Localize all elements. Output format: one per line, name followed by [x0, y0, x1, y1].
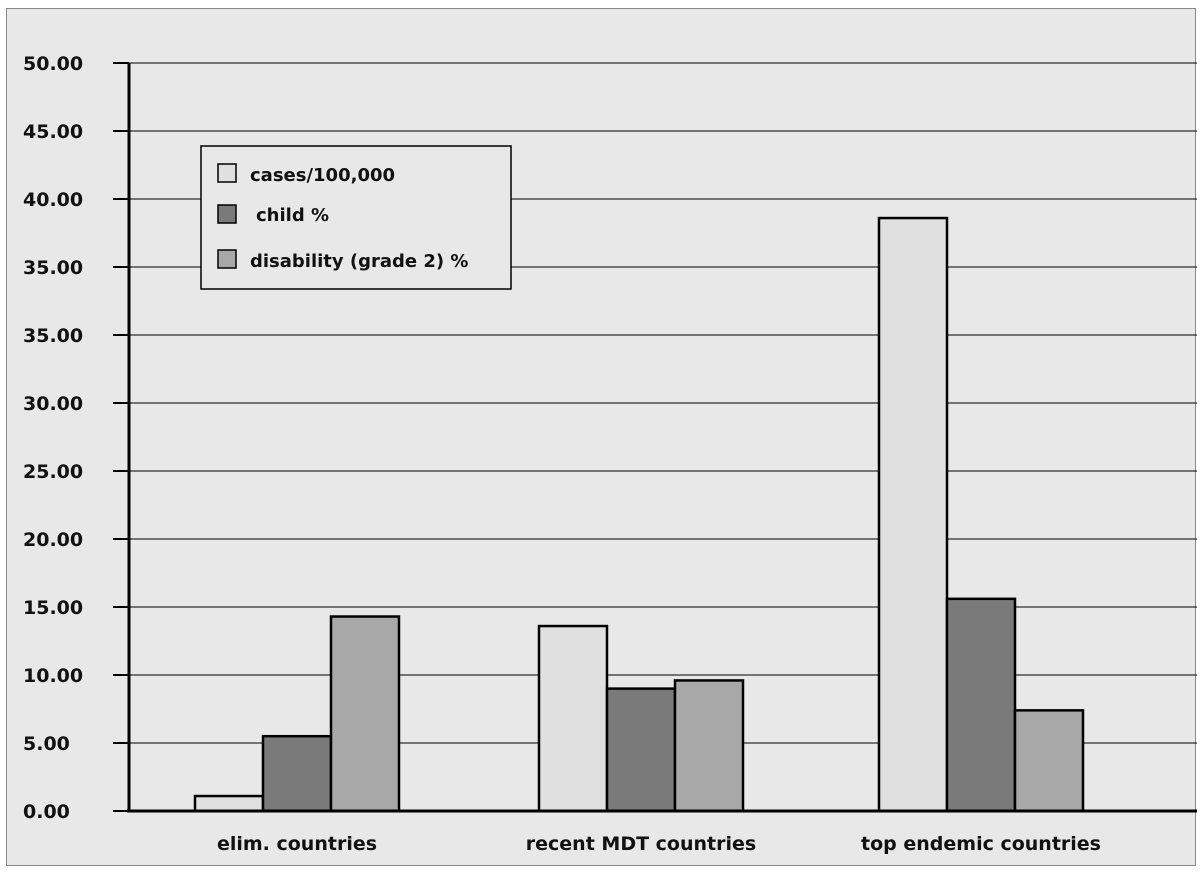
- y-tick-label: 30.00: [23, 393, 83, 415]
- y-tick-label: 50.00: [23, 53, 83, 75]
- bar-1-0: [537, 624, 609, 813]
- gridlines: [129, 62, 1197, 744]
- y-tick-label: 35.00: [23, 257, 83, 279]
- bars: [193, 216, 1085, 813]
- y-tick-label: 40.00: [23, 189, 83, 211]
- bar-1-2: [673, 679, 745, 813]
- legend-box: [200, 145, 512, 290]
- legend-swatch-disability: [217, 249, 237, 269]
- axes: [127, 63, 1197, 813]
- legend: cases/100,000 child % disability (grade …: [200, 145, 512, 290]
- y-tick-label: 5.00: [23, 733, 70, 755]
- y-tick-label: 35.00: [23, 325, 83, 347]
- y-tick-label: 10.00: [23, 665, 83, 687]
- bar-1-1: [605, 687, 677, 813]
- y-tick-label: 0.00: [23, 801, 70, 823]
- legend-label-cases: cases/100,000: [250, 165, 395, 186]
- x-category-label: recent MDT countries: [526, 833, 756, 855]
- bar-2-0: [877, 216, 949, 813]
- bar-2-2: [1013, 709, 1085, 813]
- legend-label-child: child %: [256, 205, 329, 226]
- legend-swatch-cases: [217, 163, 237, 183]
- legend-swatch-child: [217, 204, 237, 224]
- y-tick-label: 25.00: [23, 461, 83, 483]
- y-tick-label: 15.00: [23, 597, 83, 619]
- bar-0-0: [193, 794, 265, 813]
- bar-0-2: [329, 615, 401, 813]
- bar-chart: 0.00 5.00 10.00 15.00 20.00 25.00 30.00 35.00 35…: [23, 53, 1197, 855]
- x-category-label: top endemic countries: [861, 833, 1101, 855]
- legend-label-disability: disability (grade 2) %: [250, 251, 468, 272]
- y-tick-label: 20.00: [23, 529, 83, 551]
- bar-2-1: [945, 597, 1017, 813]
- bar-0-1: [261, 734, 333, 813]
- y-tick-label: 45.00: [23, 121, 83, 143]
- chart-frame: 0.00 5.00 10.00 15.00 20.00 25.00 30.00 35.00 35…: [6, 8, 1197, 866]
- x-category-label: elim. countries: [217, 833, 377, 855]
- x-category-labels: elim. countries recent MDT countries top e…: [217, 833, 1101, 855]
- y-tick-labels: 0.00 5.00 10.00 15.00 20.00 25.00 30.00 35.00 35…: [23, 53, 129, 823]
